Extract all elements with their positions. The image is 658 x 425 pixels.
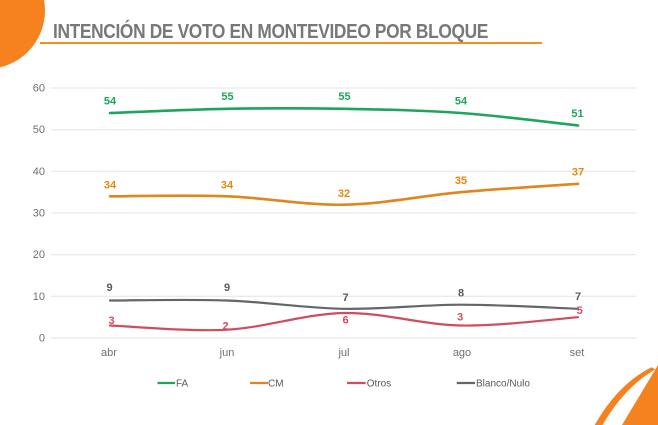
svg-text:50: 50 xyxy=(33,124,45,136)
svg-text:60: 60 xyxy=(33,83,45,95)
svg-text:51: 51 xyxy=(571,108,583,120)
svg-text:3: 3 xyxy=(108,315,114,327)
svg-text:FA: FA xyxy=(176,379,189,390)
svg-text:32: 32 xyxy=(338,188,350,200)
svg-text:34: 34 xyxy=(104,179,117,191)
svg-text:Blanco/Nulo: Blanco/Nulo xyxy=(476,379,530,390)
svg-text:3: 3 xyxy=(457,312,463,324)
svg-text:7: 7 xyxy=(575,291,581,303)
svg-text:2: 2 xyxy=(223,321,229,333)
svg-text:0: 0 xyxy=(39,333,45,345)
svg-text:35: 35 xyxy=(455,175,467,187)
svg-text:40: 40 xyxy=(33,166,45,178)
svg-text:9: 9 xyxy=(224,282,230,294)
svg-text:30: 30 xyxy=(33,208,45,220)
svg-text:34: 34 xyxy=(221,179,234,191)
svg-text:set: set xyxy=(570,347,585,359)
svg-text:7: 7 xyxy=(342,292,348,304)
svg-text:55: 55 xyxy=(221,91,233,103)
svg-text:jun: jun xyxy=(219,347,235,359)
svg-text:5: 5 xyxy=(577,305,583,317)
svg-text:37: 37 xyxy=(572,167,584,179)
svg-text:ago: ago xyxy=(453,347,471,359)
svg-text:54: 54 xyxy=(104,96,117,108)
svg-text:jul: jul xyxy=(337,347,349,359)
svg-text:9: 9 xyxy=(106,282,112,294)
svg-text:10: 10 xyxy=(33,291,45,303)
svg-text:Otros: Otros xyxy=(367,379,391,390)
svg-text:6: 6 xyxy=(342,315,348,327)
svg-text:CM: CM xyxy=(268,379,284,390)
svg-text:55: 55 xyxy=(338,91,350,103)
svg-text:abr: abr xyxy=(101,347,117,359)
svg-text:20: 20 xyxy=(33,249,45,261)
svg-text:54: 54 xyxy=(455,96,468,108)
svg-text:8: 8 xyxy=(458,287,464,299)
